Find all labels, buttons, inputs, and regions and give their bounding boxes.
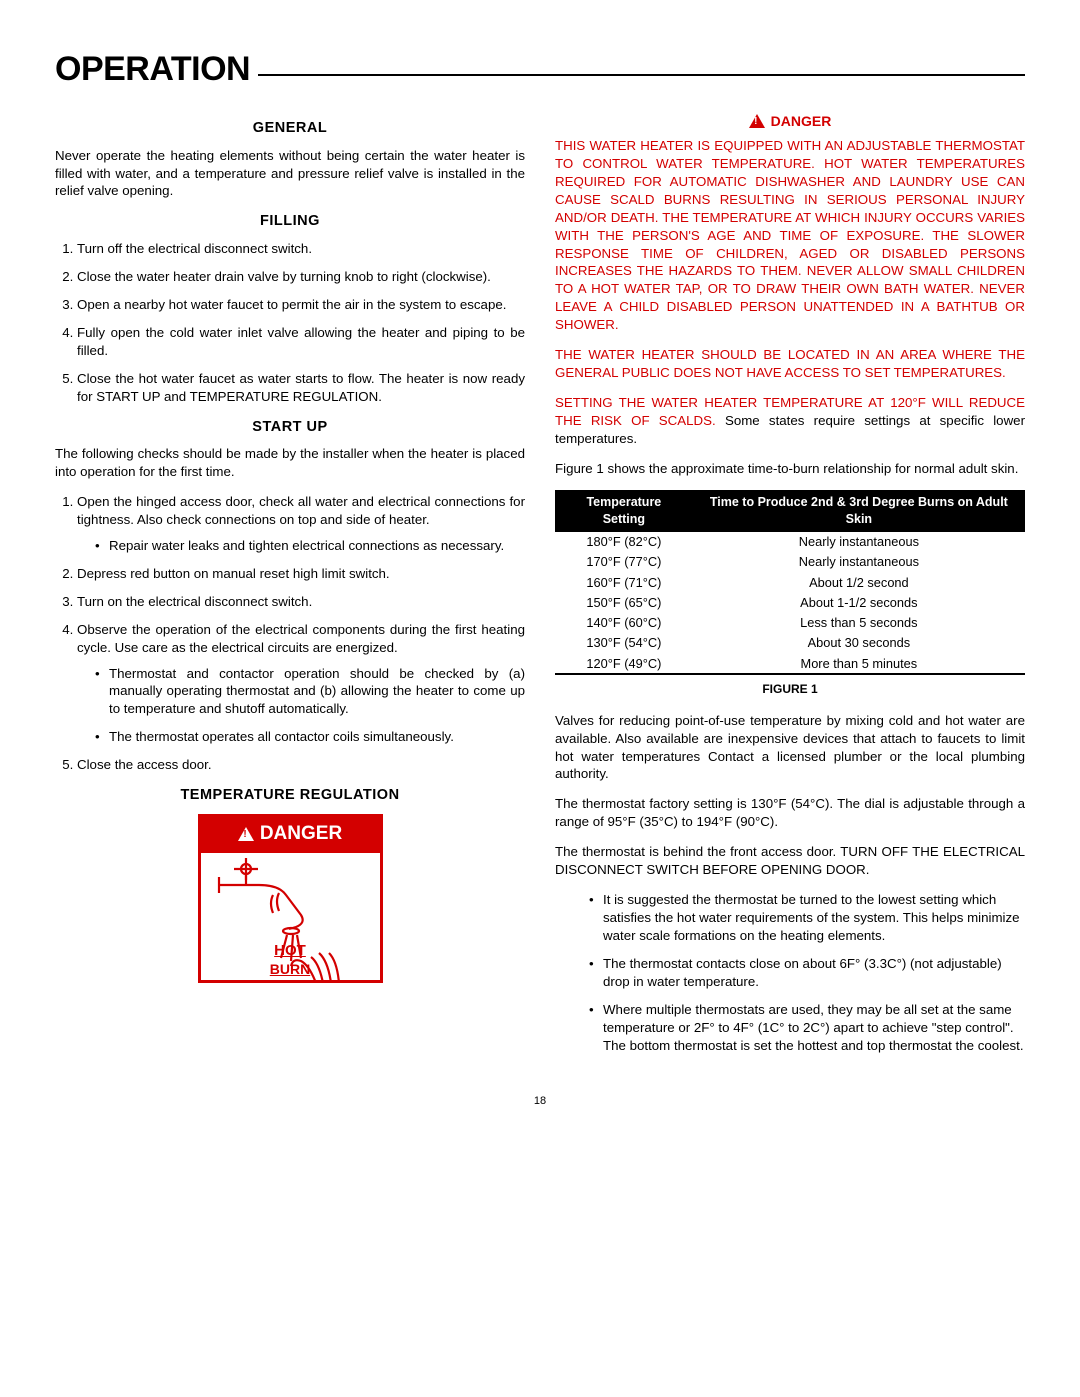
bullet-2: The thermostat contacts close on about 6… <box>589 955 1025 991</box>
table-cell: 170°F (77°C) <box>555 552 693 572</box>
bullet-1: It is suggested the thermostat be turned… <box>589 891 1025 945</box>
startup-step-4: Observe the operation of the electrical … <box>77 621 525 747</box>
after-p2: The thermostat factory setting is 130°F … <box>555 795 1025 831</box>
startup-step-1: Open the hinged access door, check all w… <box>77 493 525 555</box>
page-title-wrap: OPERATION <box>55 50 1025 89</box>
danger-text-block: THIS WATER HEATER IS EQUIPPED WITH AN AD… <box>555 137 1025 382</box>
table-cell: Nearly instantaneous <box>693 552 1025 572</box>
table-cell: Less than 5 seconds <box>693 613 1025 633</box>
table-cell: About 30 seconds <box>693 633 1025 653</box>
danger-label-text: DANGER <box>260 821 342 847</box>
tempreg-heading: TEMPERATURE REGULATION <box>55 786 525 806</box>
table-row: 160°F (71°C)About 1/2 second <box>555 572 1025 592</box>
title-rule <box>258 74 1025 76</box>
figure-caption: FIGURE 1 <box>555 681 1025 697</box>
bullet-3: Where multiple thermostats are used, the… <box>589 1001 1025 1055</box>
table-cell: About 1/2 second <box>693 572 1025 592</box>
startup-step-4-text: Observe the operation of the electrical … <box>77 622 525 655</box>
table-row: 150°F (65°C)About 1-1/2 seconds <box>555 592 1025 612</box>
startup-step-3: Turn on the electrical disconnect switch… <box>77 593 525 611</box>
startup-step-4-sub: Thermostat and contactor operation shoul… <box>77 665 525 747</box>
thermostat-bullets: It is suggested the thermostat be turned… <box>555 891 1025 1055</box>
warning-triangle-icon <box>749 114 765 128</box>
filling-list: Turn off the electrical disconnect switc… <box>55 240 525 406</box>
fill-step-2: Close the water heater drain valve by tu… <box>77 268 525 286</box>
danger-p1: THIS WATER HEATER IS EQUIPPED WITH AN AD… <box>555 137 1025 334</box>
table-row: 130°F (54°C)About 30 seconds <box>555 633 1025 653</box>
burn-tbody: 180°F (82°C)Nearly instantaneous170°F (7… <box>555 532 1025 675</box>
general-heading: GENERAL <box>55 119 525 139</box>
table-cell: 130°F (54°C) <box>555 633 693 653</box>
table-cell: 150°F (65°C) <box>555 592 693 612</box>
table-cell: 160°F (71°C) <box>555 572 693 592</box>
burn-text: BURN <box>270 960 310 979</box>
left-column: GENERAL Never operate the heating elemen… <box>55 107 525 1065</box>
danger-label: DANGER <box>198 814 383 984</box>
startup-heading: START UP <box>55 418 525 438</box>
table-cell: 120°F (49°C) <box>555 653 693 674</box>
startup-step-1-sub: Repair water leaks and tighten electrica… <box>77 537 525 555</box>
danger-label-body: HOT BURN <box>198 853 383 983</box>
table-cell: 140°F (60°C) <box>555 613 693 633</box>
startup-intro: The following checks should be made by t… <box>55 445 525 481</box>
page-number: 18 <box>55 1095 1025 1107</box>
filling-heading: FILLING <box>55 212 525 232</box>
startup-step-4b: The thermostat operates all contactor co… <box>95 728 525 746</box>
warning-triangle-icon <box>238 827 254 841</box>
table-row: 140°F (60°C)Less than 5 seconds <box>555 613 1025 633</box>
danger-heading-text: DANGER <box>771 112 832 131</box>
columns: GENERAL Never operate the heating elemen… <box>55 107 1025 1065</box>
danger-label-header: DANGER <box>198 814 383 854</box>
hot-text: HOT <box>274 941 306 961</box>
startup-step-5: Close the access door. <box>77 756 525 774</box>
startup-step-1a: Repair water leaks and tighten electrica… <box>95 537 525 555</box>
burn-th-2: Time to Produce 2nd & 3rd Degree Burns o… <box>693 490 1025 532</box>
table-cell: More than 5 minutes <box>693 653 1025 674</box>
fill-step-1: Turn off the electrical disconnect switc… <box>77 240 525 258</box>
danger-p2: THE WATER HEATER SHOULD BE LOCATED IN AN… <box>555 346 1025 382</box>
startup-step-4a: Thermostat and contactor operation shoul… <box>95 665 525 719</box>
after-p1: Valves for reducing point-of-use tempera… <box>555 712 1025 784</box>
table-row: 180°F (82°C)Nearly instantaneous <box>555 532 1025 552</box>
fill-step-3: Open a nearby hot water faucet to permit… <box>77 296 525 314</box>
table-cell: 180°F (82°C) <box>555 532 693 552</box>
startup-list: Open the hinged access door, check all w… <box>55 493 525 774</box>
figure-intro: Figure 1 shows the approximate time-to-b… <box>555 460 1025 478</box>
table-row: 120°F (49°C)More than 5 minutes <box>555 653 1025 674</box>
page-title: OPERATION <box>55 50 258 89</box>
fill-step-4: Fully open the cold water inlet valve al… <box>77 324 525 360</box>
burn-table: Temperature Setting Time to Produce 2nd … <box>555 490 1025 676</box>
startup-step-2: Depress red button on manual reset high … <box>77 565 525 583</box>
table-cell: About 1-1/2 seconds <box>693 592 1025 612</box>
table-row: 170°F (77°C)Nearly instantaneous <box>555 552 1025 572</box>
right-column: DANGER THIS WATER HEATER IS EQUIPPED WIT… <box>555 107 1025 1065</box>
table-cell: Nearly instantaneous <box>693 532 1025 552</box>
startup-step-1-text: Open the hinged access door, check all w… <box>77 494 525 527</box>
danger-heading: DANGER <box>555 112 1025 131</box>
danger-p3: SETTING THE WATER HEATER TEMPERATURE AT … <box>555 394 1025 448</box>
after-p3: The thermostat is behind the front acces… <box>555 843 1025 879</box>
fill-step-5: Close the hot water faucet as water star… <box>77 370 525 406</box>
burn-th-1: Temperature Setting <box>555 490 693 532</box>
general-text: Never operate the heating elements witho… <box>55 147 525 201</box>
